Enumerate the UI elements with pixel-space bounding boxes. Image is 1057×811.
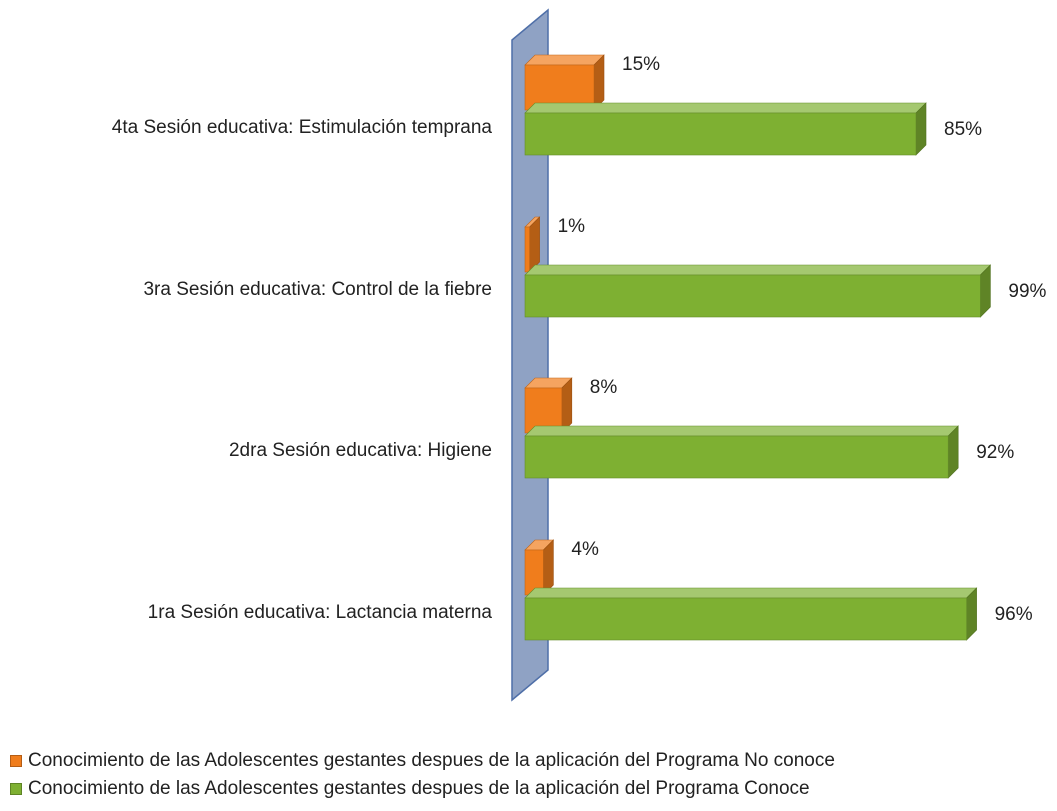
bar-top — [524, 102, 927, 114]
value-label: 96% — [995, 604, 1033, 625]
legend-swatch — [10, 783, 22, 795]
bar — [524, 264, 992, 318]
value-label: 15% — [622, 54, 660, 75]
bar-front — [524, 64, 595, 111]
bar — [524, 377, 573, 434]
legend-entry: Conocimiento de las Adolescentes gestant… — [10, 750, 835, 772]
bar-front — [524, 112, 917, 156]
category-label: 3ra Sesión educativa: Control de la fieb… — [143, 279, 492, 300]
legend-entry: Conocimiento de las Adolescentes gestant… — [10, 778, 810, 800]
bar-top — [524, 54, 605, 66]
bar-front — [524, 597, 967, 641]
legend-swatch — [10, 755, 22, 767]
bar — [524, 102, 927, 156]
bar-side — [593, 54, 605, 111]
category-label: 4ta Sesión educativa: Estimulación tempr… — [111, 117, 492, 138]
value-label: 1% — [558, 216, 586, 237]
bar — [524, 539, 555, 596]
value-label: 92% — [976, 442, 1014, 463]
category-label: 2dra Sesión educativa: Higiene — [228, 440, 492, 461]
legend-label: Conocimiento de las Adolescentes gestant… — [28, 750, 835, 771]
bar — [524, 54, 605, 111]
bar-top — [524, 425, 959, 437]
bar-top — [524, 264, 992, 276]
value-label: 85% — [944, 119, 982, 140]
bar-top — [524, 587, 978, 599]
legend-label: Conocimiento de las Adolescentes gestant… — [28, 778, 810, 799]
bar-front — [524, 435, 949, 479]
bar-front — [524, 274, 981, 318]
value-label: 8% — [590, 377, 618, 398]
category-label: 1ra Sesión educativa: Lactancia materna — [147, 602, 492, 623]
bar — [524, 425, 959, 479]
value-label: 4% — [571, 539, 599, 560]
bar — [524, 587, 978, 641]
bar-front — [524, 387, 563, 434]
wall — [511, 8, 549, 702]
bar — [524, 216, 541, 273]
value-label: 99% — [1008, 281, 1046, 302]
bar-side — [529, 216, 540, 273]
bar-front — [524, 226, 530, 273]
bar-side — [543, 539, 554, 596]
bar-side — [561, 377, 573, 434]
